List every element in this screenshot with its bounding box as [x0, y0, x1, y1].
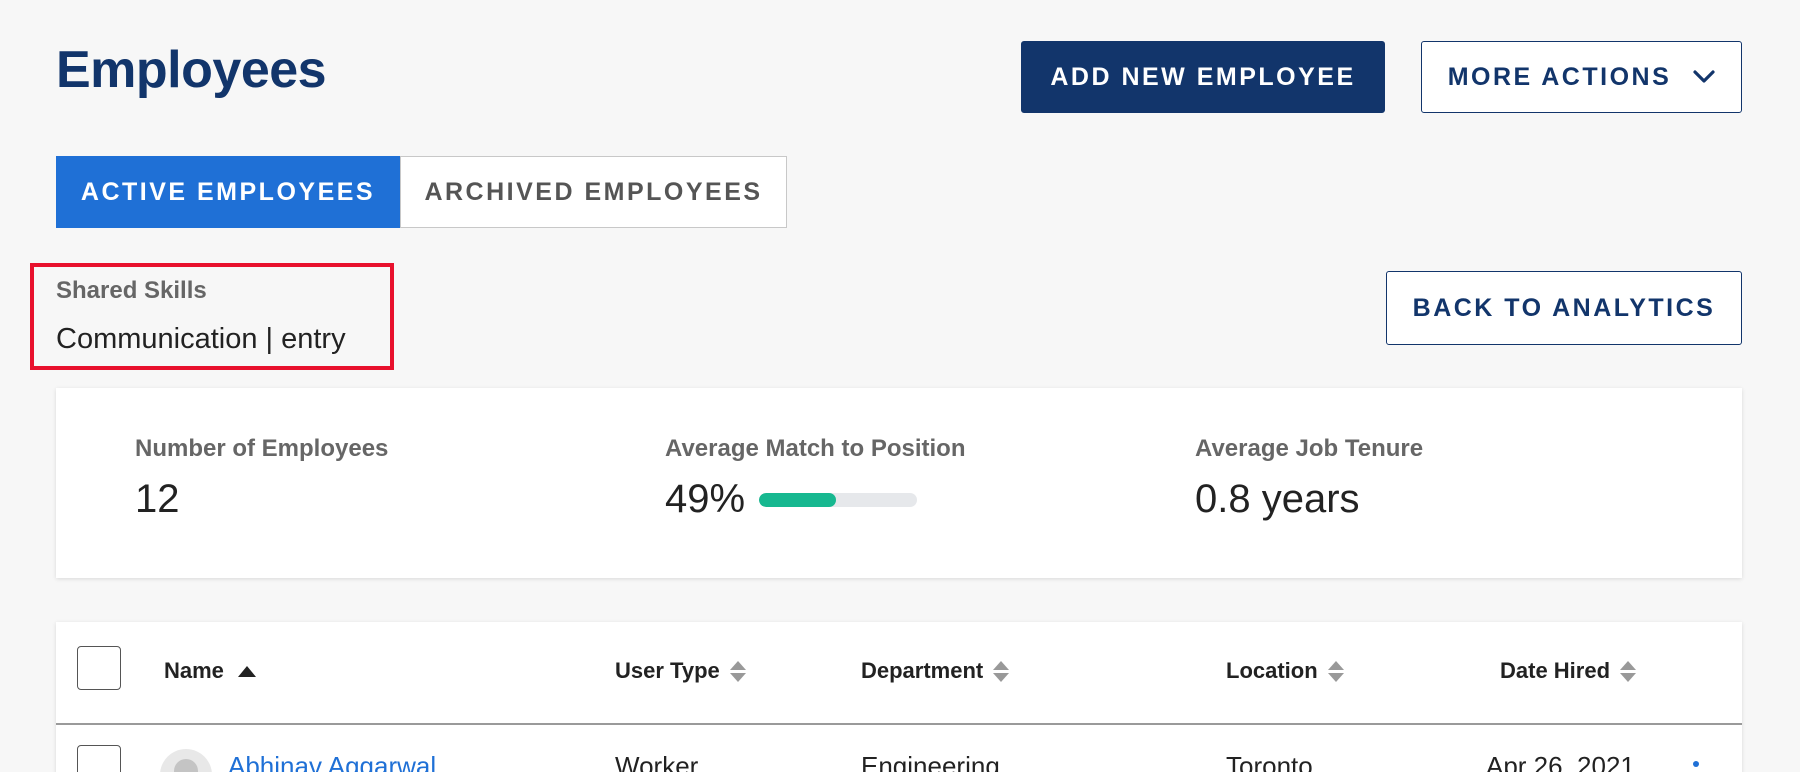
chevron-down-icon	[1693, 70, 1715, 83]
column-label: Location	[1226, 658, 1318, 683]
match-progress-bar	[759, 492, 918, 507]
more-actions-button[interactable]: MORE ACTIONS	[1421, 41, 1742, 113]
table-header: Name User Type Department Location Date …	[56, 622, 1742, 725]
tab-active-employees[interactable]: ACTIVE EMPLOYEES	[56, 156, 400, 228]
date-hired-cell: Apr 26, 2021	[1486, 751, 1635, 772]
sort-icon	[729, 660, 746, 682]
sort-asc-icon	[237, 665, 256, 677]
back-to-analytics-button[interactable]: BACK TO ANALYTICS	[1386, 271, 1742, 345]
stats-card: Number of Employees 12 Average Match to …	[56, 388, 1742, 578]
employees-table: Name User Type Department Location Date …	[56, 622, 1742, 772]
column-header-location[interactable]: Location	[1226, 658, 1344, 684]
average-match-value: 49%	[665, 477, 746, 521]
stat-value: 0.8 years	[1195, 477, 1423, 522]
location-cell: Toronto	[1226, 751, 1313, 772]
select-all-checkbox[interactable]	[77, 646, 121, 690]
more-actions-label: MORE ACTIONS	[1447, 62, 1672, 91]
user-type-cell: Worker	[615, 751, 699, 772]
sort-icon	[993, 660, 1010, 682]
stat-label: Average Job Tenure	[1195, 435, 1424, 462]
stat-average-tenure: Average Job Tenure 0.8 years	[1195, 435, 1423, 522]
average-tenure-value: 0.8 years	[1195, 477, 1360, 521]
back-to-analytics-label: BACK TO ANALYTICS	[1412, 293, 1716, 322]
shared-skills-label: Shared Skills	[56, 277, 207, 304]
stat-label: Number of Employees	[135, 435, 389, 462]
column-header-name[interactable]: Name	[164, 658, 256, 684]
column-label: User Type	[615, 658, 720, 683]
employee-count: 12	[135, 477, 180, 521]
sort-icon	[1620, 660, 1637, 682]
department-cell: Engineering	[861, 751, 1000, 772]
row-checkbox[interactable]	[77, 745, 121, 772]
tab-archived-employees[interactable]: ARCHIVED EMPLOYEES	[400, 156, 787, 228]
more-dots-icon[interactable]	[1693, 761, 1699, 767]
stat-average-match: Average Match to Position 49%	[665, 435, 966, 522]
stat-label: Average Match to Position	[665, 435, 966, 462]
column-label: Date Hired	[1500, 658, 1611, 683]
employee-tabs: ACTIVE EMPLOYEES ARCHIVED EMPLOYEES	[56, 156, 787, 228]
add-new-employee-label: ADD NEW EMPLOYEE	[1050, 62, 1356, 91]
stat-value: 12	[135, 477, 388, 522]
shared-skills-filter: Shared Skills Communication | entry	[30, 263, 394, 370]
column-header-date-hired[interactable]: Date Hired	[1500, 658, 1637, 684]
stat-value: 49%	[665, 477, 966, 522]
column-label: Name	[164, 658, 224, 683]
stat-number-of-employees: Number of Employees 12	[135, 435, 388, 522]
column-header-department[interactable]: Department	[861, 658, 1010, 684]
add-new-employee-button[interactable]: ADD NEW EMPLOYEE	[1021, 41, 1385, 113]
match-progress-fill	[759, 492, 837, 507]
column-header-user-type[interactable]: User Type	[615, 658, 746, 684]
shared-skills-value: Communication | entry	[56, 323, 346, 355]
page-title: Employees	[56, 41, 327, 99]
employee-name-link[interactable]: Abhinav Aggarwal	[228, 751, 437, 772]
column-label: Department	[861, 658, 984, 683]
user-avatar-icon	[160, 749, 212, 772]
sort-icon	[1327, 660, 1344, 682]
table-row[interactable]: Abhinav Aggarwal Worker Engineering Toro…	[56, 727, 1742, 772]
